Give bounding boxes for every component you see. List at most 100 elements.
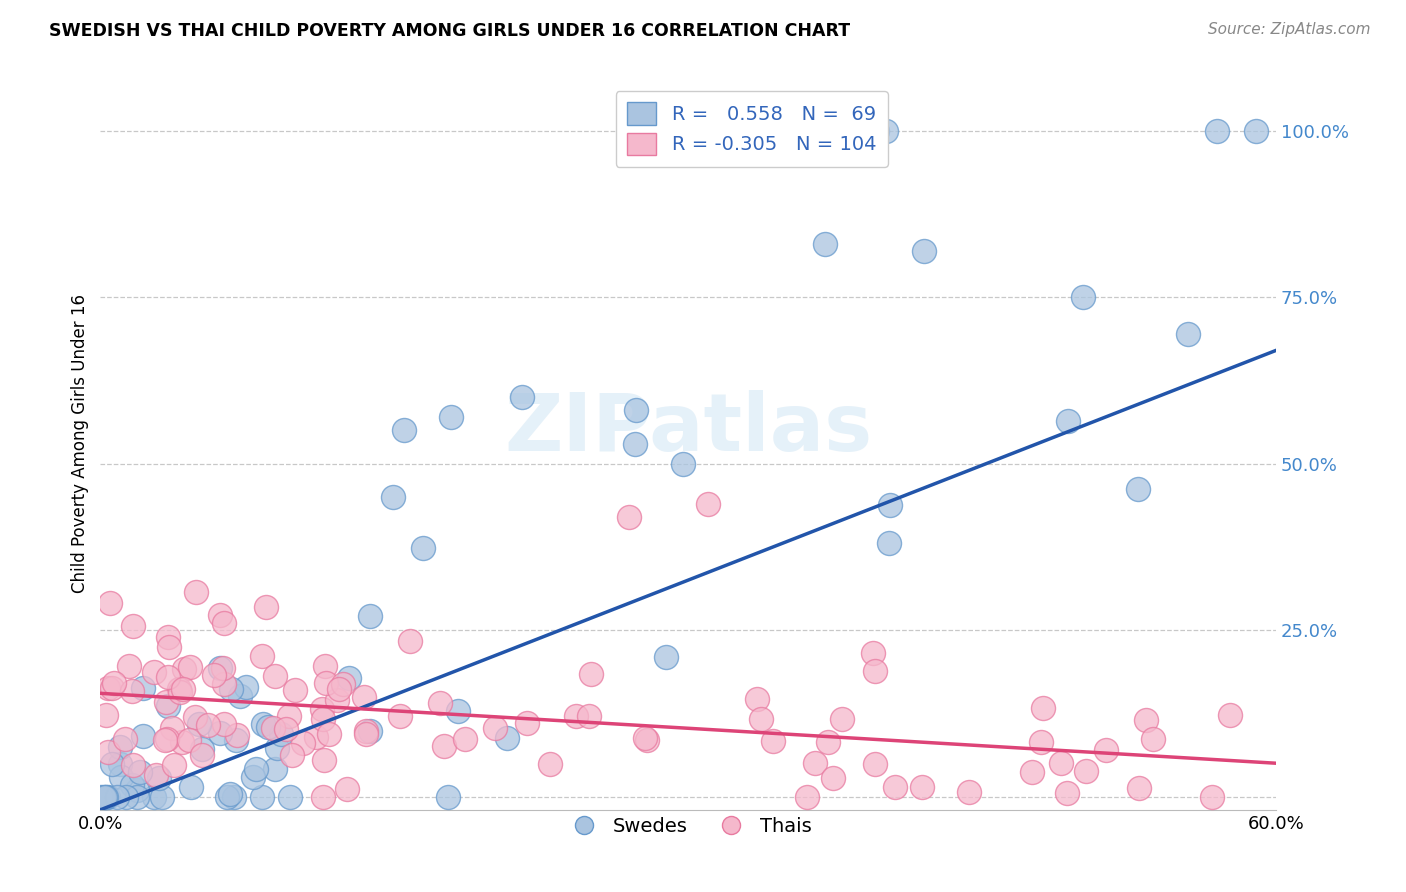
Point — [97, 745, 120, 759]
Point — [156, 731, 179, 746]
Point — [222, 789, 245, 804]
Point — [270, 727, 292, 741]
Point — [179, 660, 201, 674]
Point — [173, 662, 195, 676]
Point — [156, 669, 179, 683]
Point — [96, 707, 118, 722]
Point — [264, 763, 287, 777]
Point — [96, 681, 118, 695]
Point — [278, 789, 301, 804]
Point — [90, 789, 112, 804]
Point — [696, 497, 718, 511]
Point — [252, 717, 274, 731]
Point — [831, 712, 853, 726]
Point — [125, 783, 148, 797]
Point — [356, 726, 378, 740]
Y-axis label: Child Poverty Among Girls Under 16: Child Poverty Among Girls Under 16 — [72, 294, 89, 593]
Point — [636, 733, 658, 747]
Point — [163, 757, 186, 772]
Point — [1032, 700, 1054, 714]
Point — [314, 659, 336, 673]
Point — [312, 753, 335, 767]
Point — [226, 728, 249, 742]
Point — [184, 710, 207, 724]
Point — [796, 789, 818, 804]
Point — [262, 721, 284, 735]
Point — [160, 721, 183, 735]
Point — [305, 730, 328, 744]
Point — [354, 724, 377, 739]
Point — [877, 535, 900, 549]
Point — [105, 789, 128, 804]
Point — [108, 739, 131, 754]
Point — [814, 236, 837, 251]
Point — [131, 681, 153, 696]
Point — [328, 681, 350, 696]
Point — [1201, 789, 1223, 804]
Point — [337, 671, 360, 685]
Point — [94, 789, 117, 804]
Point — [412, 541, 434, 555]
Point — [156, 698, 179, 713]
Point — [1206, 124, 1229, 138]
Point — [624, 436, 647, 450]
Point — [1073, 290, 1095, 304]
Point — [114, 731, 136, 746]
Point — [125, 789, 148, 804]
Point — [121, 683, 143, 698]
Point — [957, 785, 980, 799]
Point — [862, 647, 884, 661]
Point — [97, 789, 120, 804]
Point — [1029, 735, 1052, 749]
Point — [172, 682, 194, 697]
Point — [912, 244, 935, 258]
Point — [353, 690, 375, 705]
Point — [208, 608, 231, 623]
Point — [626, 403, 648, 417]
Point — [436, 789, 458, 804]
Point — [749, 712, 772, 726]
Point — [177, 733, 200, 747]
Point — [1056, 786, 1078, 800]
Point — [1056, 414, 1078, 428]
Point — [101, 681, 124, 695]
Point — [516, 716, 538, 731]
Point — [214, 717, 236, 731]
Point — [804, 756, 827, 770]
Point — [152, 789, 174, 804]
Point — [148, 771, 170, 785]
Point — [389, 709, 412, 723]
Point — [1219, 707, 1241, 722]
Point — [132, 729, 155, 743]
Point — [359, 723, 381, 738]
Point — [157, 640, 180, 654]
Point — [875, 124, 897, 138]
Point — [359, 609, 381, 624]
Point — [1142, 732, 1164, 747]
Point — [169, 685, 191, 699]
Point — [578, 708, 600, 723]
Point — [229, 689, 252, 703]
Point — [1074, 764, 1097, 778]
Point — [129, 765, 152, 780]
Point — [1021, 764, 1043, 779]
Point — [879, 498, 901, 512]
Point — [191, 747, 214, 762]
Point — [242, 770, 264, 784]
Point — [1050, 756, 1073, 771]
Point — [215, 789, 238, 804]
Point — [209, 661, 232, 675]
Point — [191, 742, 214, 756]
Point — [579, 666, 602, 681]
Point — [235, 680, 257, 694]
Point — [197, 718, 219, 732]
Point — [157, 630, 180, 644]
Point — [292, 737, 315, 751]
Point — [654, 649, 676, 664]
Point — [454, 732, 477, 747]
Point — [94, 789, 117, 804]
Point — [1128, 780, 1150, 795]
Point — [315, 675, 337, 690]
Point — [93, 789, 115, 804]
Point — [169, 682, 191, 697]
